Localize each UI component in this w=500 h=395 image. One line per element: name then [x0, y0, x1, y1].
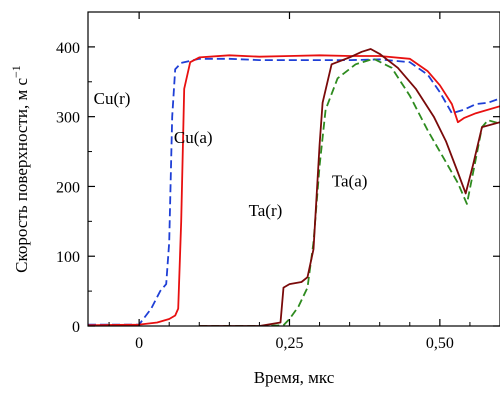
axis-ticks: 0 0,25 0,50 0 100 200 300 400	[56, 12, 500, 352]
series-line-cu-a	[88, 54, 500, 326]
y-axis-label-exponent: −1	[9, 65, 23, 78]
series-layer	[88, 48, 500, 326]
y-tick-label: 100	[56, 249, 80, 266]
x-tick-label: 0	[135, 335, 143, 352]
series-label: Ta(r)	[249, 201, 283, 220]
series-line-cu-r	[88, 57, 500, 326]
y-tick-label: 300	[56, 110, 80, 127]
plot-frame	[87, 11, 500, 327]
series-line-ta-a	[199, 48, 500, 326]
series-label: Cu(r)	[94, 89, 131, 108]
y-tick-label: 200	[56, 179, 80, 196]
x-tick-label: 0,25	[275, 335, 303, 352]
y-tick-label: 400	[56, 40, 80, 57]
y-axis-label: Скорость поверхности, м с−1	[9, 65, 31, 273]
y-tick-label: 0	[72, 319, 80, 336]
series-label: Cu(a)	[174, 128, 213, 147]
y-axis-label-text: Скорость поверхности, м с	[12, 78, 31, 273]
series-label: Ta(a)	[332, 171, 368, 190]
series-labels: Cu(r) Cu(a) Ta(r) Ta(a)	[94, 89, 368, 220]
x-tick-label: 0,50	[426, 335, 454, 352]
x-axis-label: Время, мкс	[254, 368, 335, 387]
series-line-ta-r	[199, 57, 500, 326]
